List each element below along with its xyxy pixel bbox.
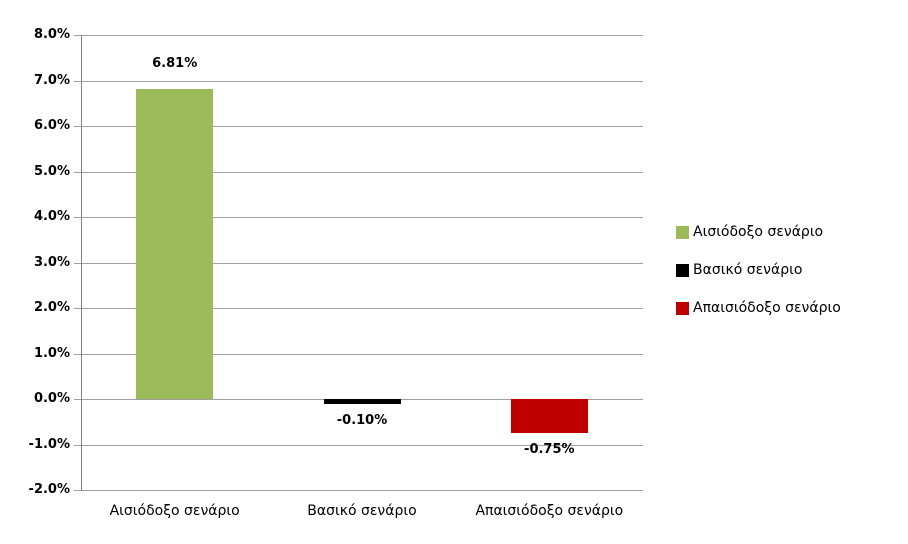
y-tick-label: 0.0% (33, 391, 70, 406)
gridline (74, 262, 643, 264)
bar-data-label: -0.10% (336, 412, 388, 428)
legend-swatch-icon (676, 263, 689, 277)
y-tick-label: 3.0% (33, 254, 70, 270)
y-tick-label: 4.0% (33, 209, 70, 224)
gridline (74, 217, 643, 218)
legend-label: Αισιόδοξο σενάριο (693, 224, 824, 240)
bar-data-label: 6.81% (152, 56, 198, 72)
y-tick-label: 2.0% (33, 300, 70, 315)
legend-item: Απαισιόδοξο σενάριο (676, 299, 841, 317)
legend-item: Βασικό σενάριο (676, 261, 841, 279)
y-axis-line (81, 35, 82, 491)
legend-label: Βασικό σενάριο (693, 262, 803, 278)
bar-data-label: -0.75% (524, 442, 575, 458)
y-tick-label: -2.0% (28, 482, 70, 497)
y-tick-label: 1.0% (33, 345, 70, 361)
chart-legend: Αισιόδοξο σενάριο Βασικό σενάριο Απαισιόδο… (676, 223, 841, 317)
x-category-label: Βασικό σενάριο (307, 503, 417, 519)
gridline (74, 171, 643, 173)
bar-1 (136, 89, 214, 399)
y-tick-label: 6.0% (33, 118, 70, 133)
gridline (74, 35, 643, 36)
y-tick-label: 8.0% (33, 27, 70, 42)
gridline (74, 80, 643, 82)
x-category-label: Αισιόδοξο σενάριο (109, 503, 240, 519)
y-tick-label: -1.0% (28, 436, 70, 452)
legend-item: Αισιόδοξο σενάριο (676, 223, 841, 241)
legend-label: Απαισιόδοξο σενάριο (693, 300, 841, 316)
bar-2 (323, 399, 401, 404)
gridline (74, 308, 643, 309)
gridline (74, 126, 643, 127)
legend-swatch-icon (676, 225, 689, 239)
gridline (74, 444, 643, 446)
gridline (74, 353, 643, 355)
gridline (74, 490, 643, 491)
y-tick-label: 7.0% (33, 72, 70, 88)
legend-swatch-icon (676, 301, 689, 315)
x-category-label: Απαισιόδοξο σενάριο (475, 503, 624, 519)
y-tick-label: 5.0% (33, 163, 70, 179)
bar-3 (510, 399, 588, 434)
